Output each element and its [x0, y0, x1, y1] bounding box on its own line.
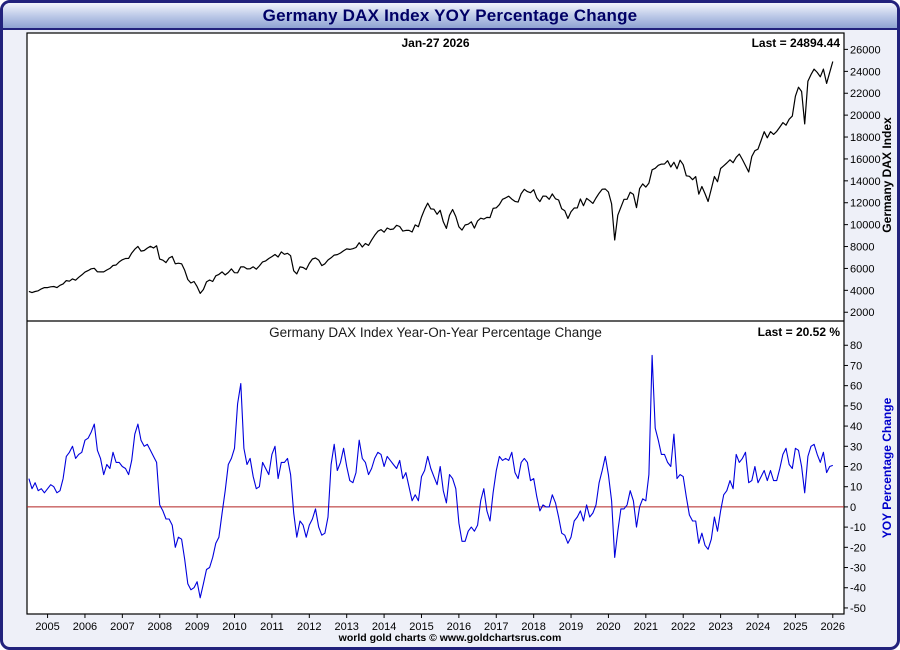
- y-tick-label: 2000: [850, 307, 874, 319]
- title-bar: Germany DAX Index YOY Percentage Change: [3, 3, 897, 30]
- y-tick-label: 4000: [850, 285, 874, 297]
- x-tick-label: 2018: [521, 621, 545, 633]
- x-tick-label: 2015: [409, 621, 433, 633]
- x-tick-label: 2025: [783, 621, 807, 633]
- x-tick-label: 2010: [222, 621, 246, 633]
- y-tick-label: 12000: [850, 198, 881, 210]
- y-tick-label: 18000: [850, 132, 881, 144]
- y-tick-label: 50: [850, 401, 862, 413]
- y-tick-label: 80: [850, 340, 862, 352]
- top-axis-title: Germany DAX Index: [880, 117, 894, 233]
- bottom-axis-title: YOY Percentage Change: [880, 397, 894, 539]
- y-tick-label: 30: [850, 441, 862, 453]
- x-tick-label: 2013: [334, 621, 358, 633]
- x-tick-label: 2009: [185, 621, 209, 633]
- x-tick-label: 2016: [447, 621, 471, 633]
- y-tick-label: 6000: [850, 263, 874, 275]
- y-tick-label: 16000: [850, 154, 881, 166]
- x-tick-label: 2024: [746, 621, 770, 633]
- bottom-panel-title: Germany DAX Index Year-On-Year Percentag…: [269, 325, 602, 340]
- dax-index-line: [28, 61, 834, 294]
- x-tick-label: 2011: [260, 621, 284, 633]
- x-tick-label: 2022: [671, 621, 695, 633]
- x-tick-label: 2006: [73, 621, 97, 633]
- top-last-value-label: Last = 24894.44: [751, 36, 840, 50]
- x-tick-label: 2021: [634, 621, 658, 633]
- y-tick-label: 10: [850, 482, 862, 494]
- top-date-label: Jan-27 2026: [401, 36, 470, 50]
- x-tick-label: 2008: [147, 621, 171, 633]
- y-tick-label: 40: [850, 421, 862, 433]
- y-tick-label: -20: [850, 542, 866, 554]
- x-tick-label: 2020: [596, 621, 620, 633]
- y-tick-label: 20: [850, 461, 862, 473]
- y-tick-label: -30: [850, 563, 866, 575]
- x-tick-label: 2005: [35, 621, 59, 633]
- y-axis-ticks: 2000 4000 6000 8000 10000 12000 14000 16000 1800…: [844, 44, 881, 615]
- x-tick-label: 2026: [821, 621, 845, 633]
- footer-credit: world gold charts © www.goldchartsrus.co…: [338, 632, 562, 644]
- yoy-change-line: [28, 354, 833, 599]
- x-tick-label: 2023: [708, 621, 732, 633]
- y-tick-label: -10: [850, 522, 866, 534]
- x-tick-label: 2019: [559, 621, 583, 633]
- y-tick-label: 14000: [850, 176, 881, 188]
- y-tick-label: 70: [850, 360, 862, 372]
- y-tick-label: 10000: [850, 220, 881, 232]
- y-tick-label: 26000: [850, 44, 881, 56]
- window-title: Germany DAX Index YOY Percentage Change: [262, 5, 638, 25]
- x-tick-label: 2014: [372, 621, 396, 633]
- x-tick-label: 2017: [484, 621, 508, 633]
- x-axis-ticks: 2005 2006 2007 2008 2009 2010 2011 2012 2013 2014…: [35, 614, 845, 633]
- y-tick-label: -50: [850, 603, 866, 615]
- y-tick-label: 0: [850, 502, 856, 514]
- y-tick-label: 22000: [850, 88, 881, 100]
- chart-canvas: 2000 4000 6000 8000 10000 12000 14000 16000 1800…: [26, 32, 881, 633]
- y-tick-label: -40: [850, 583, 866, 595]
- y-tick-label: 24000: [850, 66, 881, 78]
- y-tick-label: 8000: [850, 242, 874, 254]
- y-tick-label: 60: [850, 381, 862, 393]
- plot-frame: [26, 32, 845, 615]
- bottom-last-value-label: Last = 20.52 %: [757, 325, 840, 339]
- y-tick-label: 20000: [850, 110, 881, 122]
- x-tick-label: 2012: [297, 621, 321, 633]
- x-tick-label: 2007: [110, 621, 134, 633]
